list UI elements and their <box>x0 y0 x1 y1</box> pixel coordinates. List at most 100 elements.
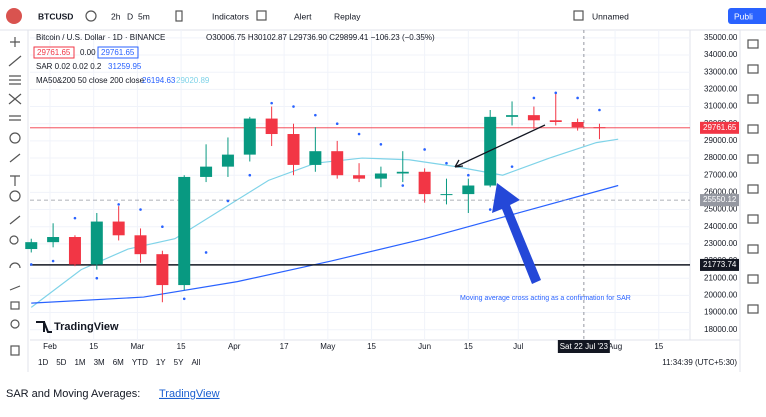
candle-body <box>462 185 475 195</box>
caption-link[interactable]: TradingView <box>159 388 220 400</box>
range-button[interactable]: YTD <box>132 358 148 367</box>
x-tick-label: Mar <box>131 342 145 351</box>
sar-dot <box>161 225 164 229</box>
y-tick-label: 21000.00 <box>704 273 738 282</box>
candle-body <box>396 171 409 174</box>
ask-box[interactable] <box>97 46 139 59</box>
layout-name[interactable]: Unnamed <box>592 11 629 21</box>
candle-body <box>571 122 584 128</box>
y-tick-label: 29000.00 <box>704 136 738 145</box>
range-button[interactable]: 3M <box>94 358 105 367</box>
sar-dot <box>73 216 77 220</box>
candle-body <box>331 151 344 176</box>
y-tick-label: 35000.00 <box>704 33 738 42</box>
clock: 11:34:39 (UTC+5:30) <box>662 358 737 367</box>
price-level-box <box>700 194 739 207</box>
logo: TradingView <box>54 321 119 333</box>
interval[interactable]: 5m <box>138 11 150 21</box>
spread: 0.00 <box>80 48 96 57</box>
compare-button[interactable] <box>85 10 97 22</box>
left-tools[interactable] <box>8 37 22 356</box>
sar-dot <box>401 184 405 187</box>
x-tick-label: May <box>320 342 335 351</box>
y-tick-label: 27000.00 <box>704 170 738 179</box>
sar-dot <box>139 208 142 211</box>
chart-type-button[interactable] <box>175 10 183 22</box>
range-button[interactable]: 1D <box>38 358 48 367</box>
interval[interactable]: D <box>127 11 133 21</box>
price-level-label: 21773.74 <box>703 260 737 269</box>
sar-dot <box>29 263 33 266</box>
candle-body <box>549 120 562 123</box>
symbol[interactable]: BTCUSD <box>38 11 73 21</box>
candle-body <box>593 127 606 129</box>
candle-body <box>287 134 300 165</box>
right-tools[interactable] <box>747 39 759 314</box>
sar-dot <box>598 108 601 112</box>
annotation-arrow <box>492 183 541 284</box>
y-tick-label: 18000.00 <box>704 325 738 334</box>
legend-ma: MA50&200 50 close 200 close <box>36 76 145 85</box>
x-tick-label: Apr <box>228 342 241 351</box>
candle-body <box>418 171 431 195</box>
sar-dot <box>204 251 208 254</box>
bid: 29761.65 <box>37 48 71 57</box>
sar-dot <box>576 96 579 100</box>
range-button[interactable]: All <box>191 358 200 367</box>
alert-button[interactable]: Alert <box>294 11 312 21</box>
candle-body <box>353 175 366 179</box>
candle-body <box>200 166 213 177</box>
sar-dot <box>270 101 273 105</box>
candle-body <box>47 237 60 243</box>
caption: SAR and Moving Averages: <box>6 388 140 400</box>
price-level-label: 25550.12 <box>703 195 737 204</box>
range-button[interactable]: 5D <box>56 358 66 367</box>
x-tick-label: Aug <box>608 342 622 351</box>
x-tick-label: 15 <box>177 342 186 351</box>
bid-box[interactable] <box>33 46 75 59</box>
candle-body <box>221 154 234 167</box>
sar-dot <box>423 148 426 151</box>
legend-title: Bitcoin / U.S. Dollar · 1D · BINANCE <box>36 33 165 42</box>
candle-body <box>112 221 125 236</box>
indicators-button[interactable]: Indicators <box>212 11 249 21</box>
range-button[interactable]: 6M <box>113 358 124 367</box>
sar-dot <box>182 297 186 301</box>
x-tick-label: 15 <box>89 342 98 351</box>
sar-dot <box>335 122 339 126</box>
y-tick-label: 32000.00 <box>704 85 738 94</box>
x-tick-label: 15 <box>367 342 376 351</box>
price-level-box <box>700 258 739 271</box>
sar-dot <box>554 91 558 95</box>
y-tick-label: 20000.00 <box>704 290 738 299</box>
crosshair-label: Sat 22 Jul '23 <box>560 342 609 351</box>
annotation-arrow <box>454 124 546 168</box>
candle-body <box>374 173 387 179</box>
replay-button[interactable]: Replay <box>334 11 361 21</box>
publish-button[interactable] <box>728 8 766 24</box>
y-tick-label: 34000.00 <box>704 50 738 59</box>
sar-dot <box>248 173 252 177</box>
interval[interactable]: 2h <box>111 11 121 21</box>
sar-dot <box>379 143 383 146</box>
y-tick-label: 19000.00 <box>704 308 738 317</box>
x-tick-label: Jun <box>418 342 431 351</box>
range-button[interactable]: 1M <box>74 358 85 367</box>
templates-button[interactable] <box>256 10 267 21</box>
sar-dot <box>95 276 99 280</box>
sar-dot <box>292 105 295 108</box>
moving-average <box>31 184 619 304</box>
publish-label[interactable]: Publi <box>734 11 753 21</box>
avatar[interactable] <box>6 8 22 24</box>
range-button[interactable]: 5Y <box>174 358 184 367</box>
checkbox[interactable] <box>573 10 584 21</box>
y-tick-label: 24000.00 <box>704 222 738 231</box>
range-button[interactable]: 1Y <box>156 358 166 367</box>
y-tick-label: 26000.00 <box>704 187 738 196</box>
x-tick-label: 15 <box>654 342 663 351</box>
legend-sar: SAR 0.02 0.02 0.2 <box>36 62 102 71</box>
x-tick-label: 15 <box>464 342 473 351</box>
legend-sar-value: 31259.95 <box>108 62 142 71</box>
y-tick-label: 28000.00 <box>704 153 738 162</box>
